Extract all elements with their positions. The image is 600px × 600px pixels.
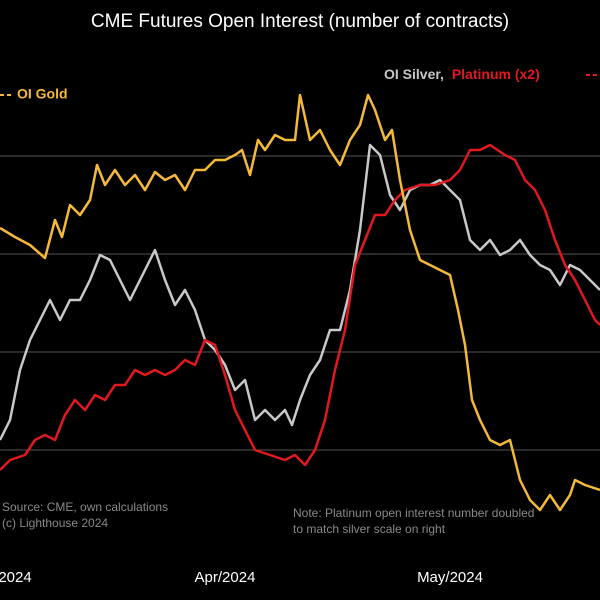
chart-title: CME Futures Open Interest (number of con…: [91, 11, 509, 32]
legend: OI Silver, Platinum (x2): [384, 66, 540, 82]
legend-separator: ,: [440, 66, 444, 82]
legend-label: OI Silver: [384, 66, 441, 82]
footnote: Note: Platinum open interest number doub…: [293, 506, 534, 520]
series-line: [0, 143, 600, 441]
legend-label: OI Gold: [17, 86, 68, 102]
series-line: [0, 93, 600, 512]
series-line: [0, 143, 600, 471]
source-note: Source: CME, own calculations: [2, 500, 168, 514]
x-tick-label: 2024: [0, 569, 32, 586]
copyright-note: (c) Lighthouse 2024: [2, 516, 108, 530]
footnote: to match silver scale on right: [293, 522, 446, 536]
x-tick-label: May/2024: [417, 569, 483, 586]
legend-label: Platinum (x2): [452, 66, 540, 82]
x-tick-label: Apr/2024: [195, 569, 256, 586]
